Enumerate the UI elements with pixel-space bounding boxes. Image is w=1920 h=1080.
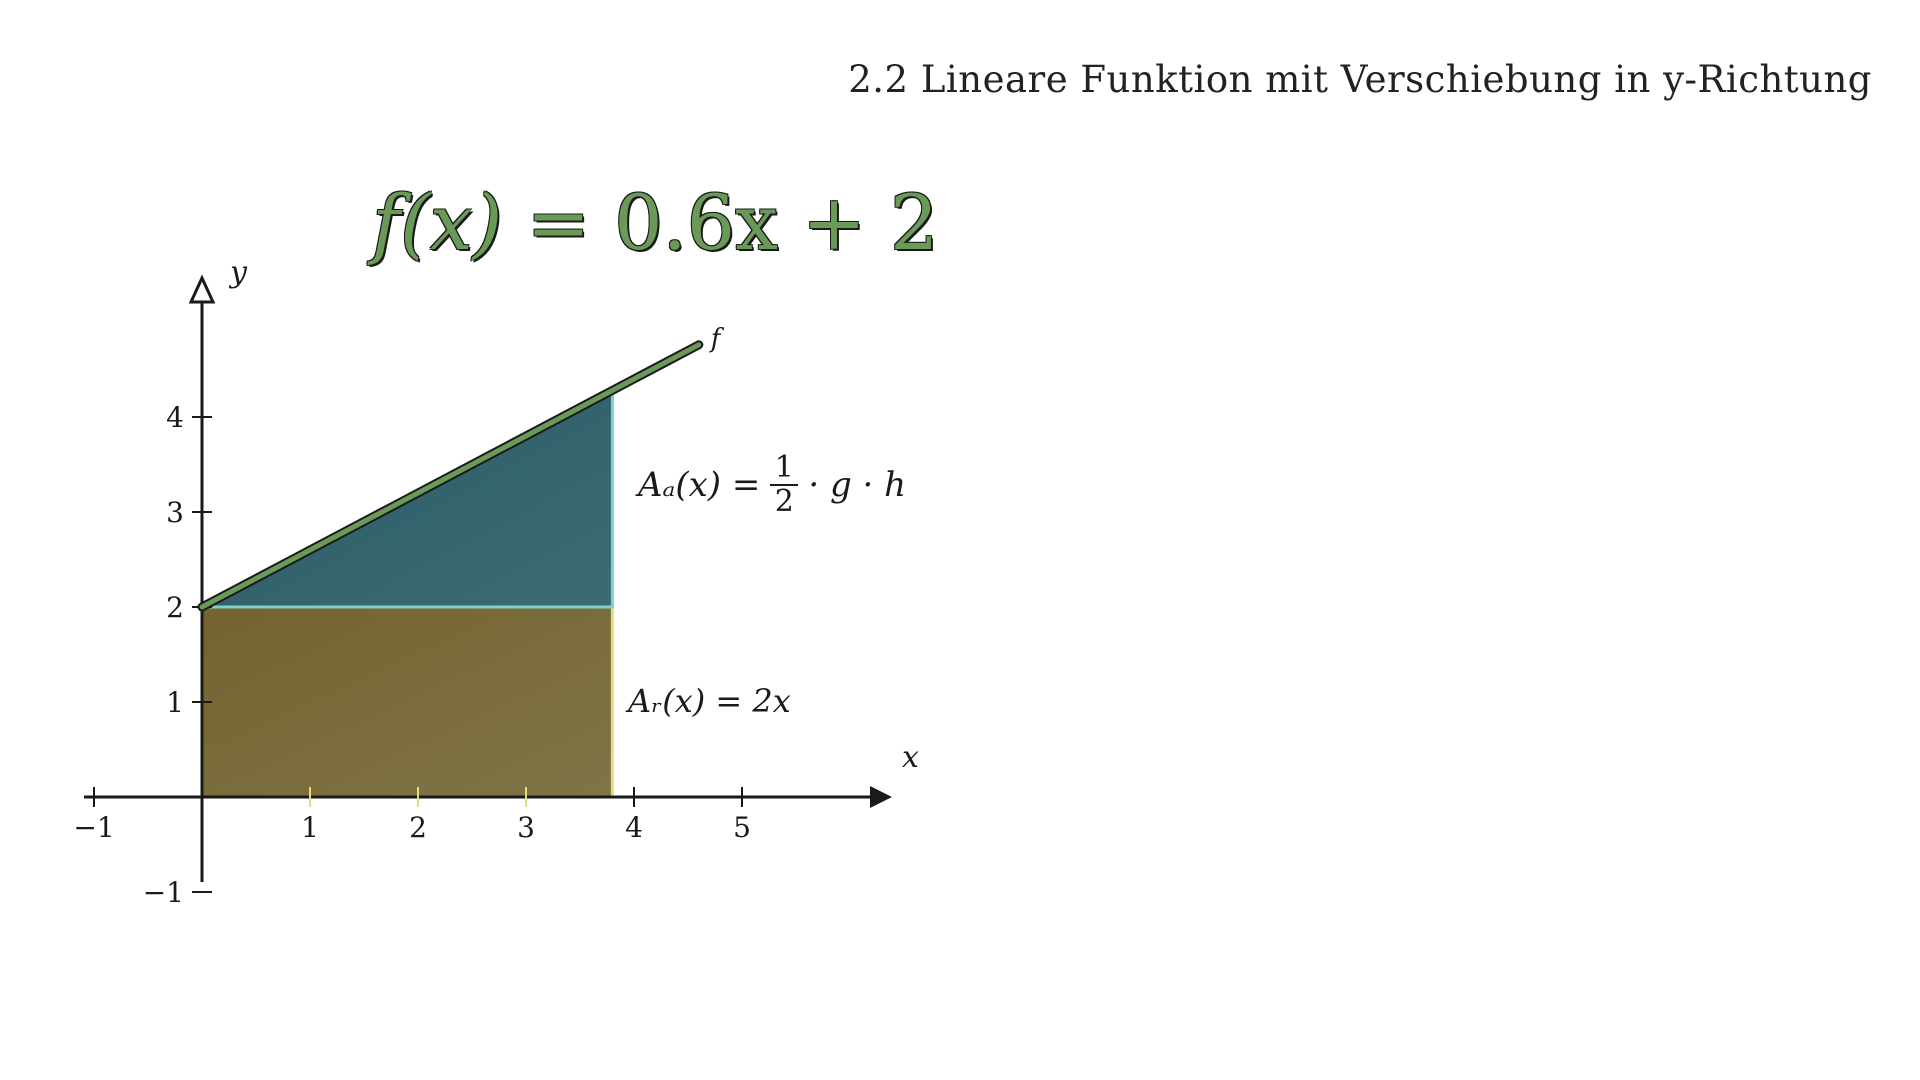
rectangle-region <box>200 605 614 799</box>
x-tick-label: 5 <box>733 811 751 844</box>
fraction-numerator: 1 <box>774 450 794 485</box>
function-line-label: f <box>709 324 725 354</box>
function-line <box>199 342 702 610</box>
y-axis-arrow <box>188 274 216 304</box>
x-tick-label: −1 <box>73 811 114 844</box>
y-tick-label: −1 <box>143 876 184 909</box>
y-tick-label: 4 <box>166 401 184 434</box>
y-tick-label: 2 <box>166 591 184 624</box>
x-tick-label: 1 <box>301 811 319 844</box>
y-tick-label: 3 <box>166 496 184 529</box>
x-tick-label: 3 <box>517 811 535 844</box>
y-axis-label: y <box>228 255 248 290</box>
fraction-bar <box>770 483 799 486</box>
fraction-one-half: 1 2 <box>770 450 799 519</box>
y-tick-label: 1 <box>166 686 184 719</box>
triangle-area-formula: Aₐ(x) = 1 2 · g · h <box>638 452 906 517</box>
formula-lhs: f(x) <box>372 178 503 267</box>
function-formula: f(x) = 0.6x + 2 <box>372 178 938 267</box>
rectangle-area-formula: Aᵣ(x) = 2x <box>628 682 791 720</box>
formula-rhs: = 0.6x + 2 <box>502 178 939 267</box>
section-heading: 2.2 Lineare Funktion mit Verschiebung in… <box>848 58 1872 101</box>
x-tick-label: 2 <box>409 811 427 844</box>
x-axis-arrow <box>870 786 892 808</box>
fraction-denominator: 2 <box>774 483 794 519</box>
x-axis-label: x <box>902 740 919 775</box>
x-tick-label: 4 <box>625 811 643 844</box>
triangle-area-lhs: Aₐ(x) = <box>638 464 761 505</box>
triangle-area-rhs: · g · h <box>808 464 907 505</box>
